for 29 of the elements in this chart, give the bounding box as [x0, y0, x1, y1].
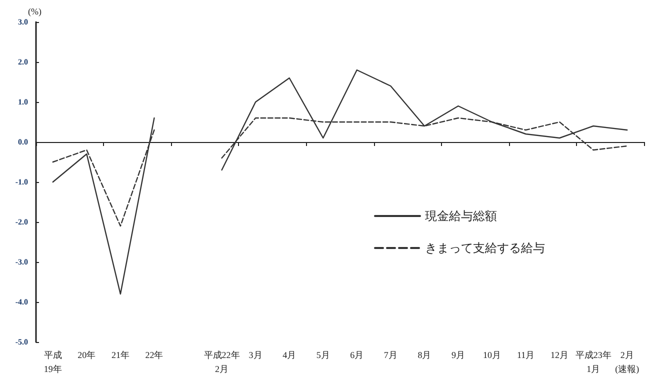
y-tick-label: 0.0 — [18, 138, 28, 146]
y-axis-title: (%) — [28, 6, 42, 16]
x-tick-label: 7月 — [384, 350, 398, 360]
y-tick-label: 2.0 — [18, 58, 28, 66]
y-tick-label: -1.0 — [15, 178, 28, 186]
x-tick-label: 22年 — [145, 350, 164, 360]
y-tick-label: 1.0 — [18, 98, 28, 106]
x-tick-label: 2月 (速報) — [615, 350, 640, 374]
x-tick-label: 8月 — [418, 350, 432, 360]
x-tick-label: 4月 — [282, 350, 296, 360]
x-tick-label: 平成23年 1月 — [575, 350, 612, 374]
x-tick-label: 20年 — [78, 350, 96, 360]
x-tick-label: 10月 — [483, 350, 501, 360]
x-tick-label: 3月 — [248, 350, 262, 360]
x-tick-label: 9月 — [451, 350, 465, 360]
x-tick-label: 平成 19年 — [44, 350, 62, 374]
x-tick-label: 平成22年 2月 — [204, 350, 240, 374]
y-tick-label: -5.0 — [15, 338, 28, 346]
y-tick-label: -2.0 — [15, 218, 28, 226]
x-tick-label: 12月 — [550, 350, 569, 360]
x-tick-label: 11月 — [516, 350, 535, 360]
x-tick-label: 5月 — [316, 350, 330, 360]
y-tick-label: -3.0 — [15, 258, 28, 266]
legend-label: 現金給与総額 — [425, 209, 497, 223]
y-tick-label: 3.0 — [18, 18, 28, 26]
x-tick-label: 6月 — [350, 350, 364, 360]
y-tick-label: -4.0 — [15, 298, 28, 306]
x-tick-label: 21年 — [111, 350, 130, 360]
legend-label: きまって支給する給与 — [425, 241, 545, 255]
